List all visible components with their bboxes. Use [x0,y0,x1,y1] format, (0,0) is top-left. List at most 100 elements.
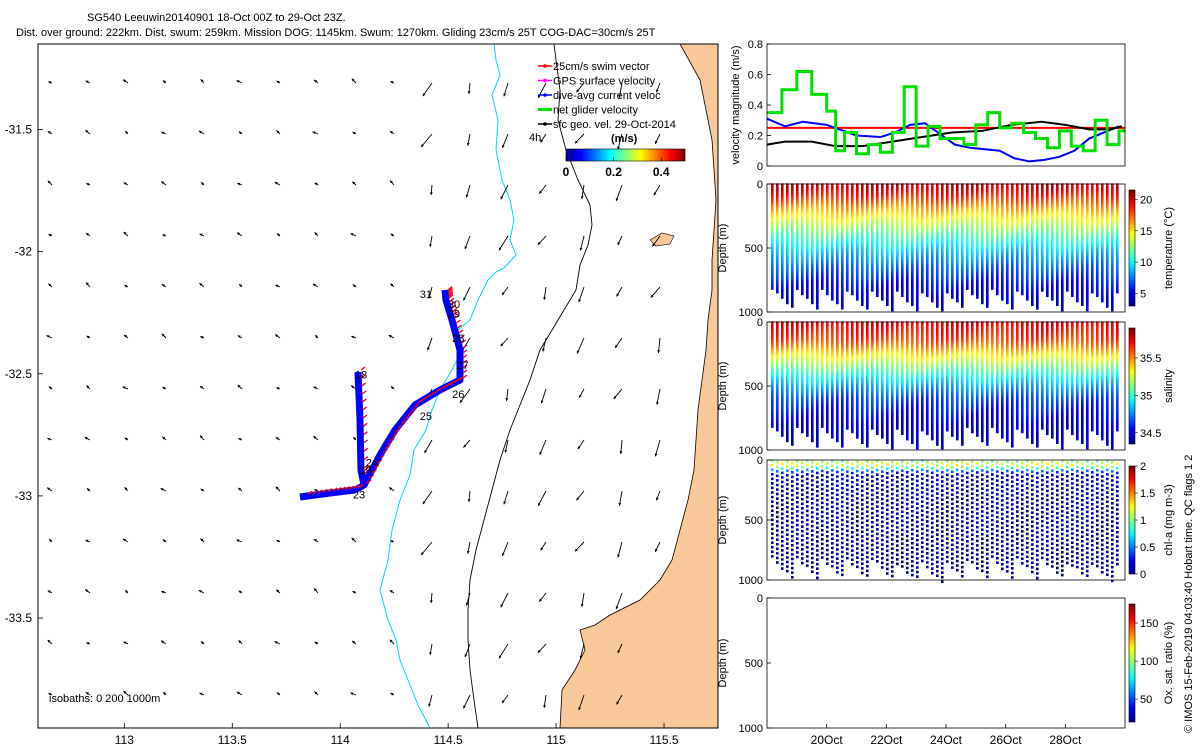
temperature-section-sample [826,217,829,220]
temperature-section-sample [926,213,929,217]
geo-vector-head [163,692,167,695]
temperature-section-sample [851,289,854,292]
temperature-section-sample [841,305,844,308]
temperature-section-sample [821,265,824,269]
temperature-section-sample [816,215,819,219]
temperature-section-sample [921,276,924,280]
temperature-section-sample [891,183,894,186]
temperature-section-sample [831,281,834,285]
temperature-section-sample [796,283,799,287]
temperature-section-sample [971,283,974,287]
temperature-section-sample [926,222,929,226]
temperature-section-sample [861,208,864,212]
temperature-section-sample [926,210,929,213]
track-leg2-swim-vector [414,403,420,408]
temperature-section-sample [831,228,834,231]
temperature-section-sample [826,242,829,246]
temperature-section-sample [841,283,844,287]
track-leg2-swim-vector [379,454,385,459]
temperature-section-sample [801,204,804,208]
temperature-section-sample [976,208,979,212]
temperature-section-sample [951,287,954,290]
temperature-section-sample [771,247,774,251]
temperature-section-sample [776,256,779,260]
temperature-section-sample [911,255,914,258]
temperature-section-sample [891,246,894,249]
temperature-section-sample [986,220,989,224]
temperature-section-sample [781,262,784,265]
temperature-section-sample [811,206,814,210]
temperature-section-sample [991,190,994,194]
temperature-section-sample [981,267,984,271]
temperature-section-sample [991,208,994,212]
temperature-section-sample [856,294,859,298]
temperature-section-sample [981,285,984,289]
temperature-section-sample [966,240,969,244]
temperature-section-sample [801,229,804,233]
temperature-section-sample [981,185,984,188]
temperature-section-sample [926,231,929,235]
temperature-section-sample [781,263,784,267]
temperature-section-sample [906,255,909,258]
temperature-section-sample [811,185,814,188]
temperature-section-sample [926,194,929,197]
temperature-section-sample [881,280,884,283]
temperature-section-sample [991,215,994,219]
temperature-section-sample [981,269,984,272]
temperature-section-sample [936,290,939,294]
temperature-section-sample [796,224,799,228]
temperature-section-sample [916,186,919,190]
temperature-section-sample [876,238,879,242]
temperature-section-sample [951,263,954,267]
temperature-section-sample [946,210,949,213]
temperature-section-sample [976,290,979,294]
temperature-section-sample [811,283,814,287]
temperature-section-sample [821,238,824,242]
temperature-section-sample [826,194,829,197]
track-day-label: 24 [366,458,378,470]
temperature-section-sample [841,210,844,213]
temperature-section-sample [911,219,914,222]
temperature-section-sample [921,210,924,213]
temperature-section-sample [836,197,839,201]
temperature-section-sample [821,220,824,224]
temperature-section-sample [916,278,919,281]
temperature-section-sample [901,226,904,229]
temperature-section-sample [836,199,839,203]
temperature-section-sample [786,228,789,231]
temperature-section-sample [811,301,814,305]
temperature-section-sample [1001,298,1004,301]
temperature-section-sample [971,219,974,222]
temperature-section-sample [781,289,784,292]
temperature-section-sample [806,246,809,249]
temperature-section-sample [976,253,979,256]
temperature-section-sample [851,246,854,249]
geo-vector-head [312,131,316,135]
geo-vector-head [500,604,504,608]
temperature-section-sample [926,240,929,244]
temperature-section-sample [906,262,909,265]
temperature-section-sample [791,256,794,260]
geo-vector-head [47,639,51,643]
temperature-section-sample [796,280,799,283]
temperature-section-sample [901,263,904,267]
temperature-section-sample [951,208,954,212]
temperature-section-sample [966,253,969,256]
temperature-section-sample [911,247,914,251]
temperature-section-sample [876,233,879,237]
temperature-section-sample [791,287,794,290]
temperature-section-sample [986,226,989,229]
temperature-section-sample [871,251,874,255]
temperature-section-sample [781,237,784,240]
temperature-section-sample [876,267,879,271]
temperature-section-sample [976,190,979,194]
temperature-section-sample [801,217,804,220]
temperature-section-sample [901,220,904,224]
temperature-section-sample [966,278,969,281]
temperature-section-sample [941,292,944,296]
temperature-section-sample [771,217,774,220]
temperature-section-sample [961,238,964,242]
temperature-section-sample [961,255,964,258]
temperature-section-sample [891,272,894,276]
temperature-section-sample [971,229,974,233]
